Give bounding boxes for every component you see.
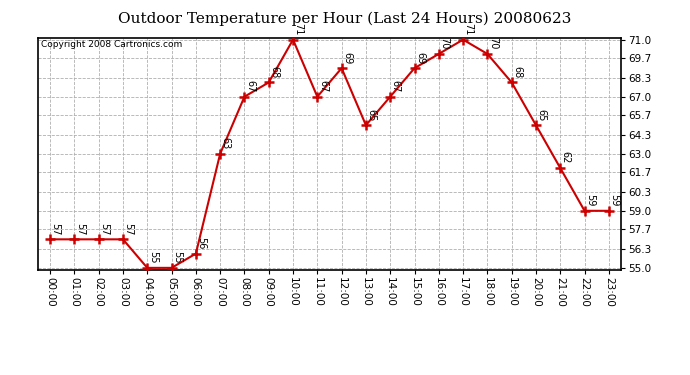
Text: 67: 67 <box>245 80 255 93</box>
Text: 71: 71 <box>464 23 473 36</box>
Text: 62: 62 <box>561 152 571 164</box>
Text: 68: 68 <box>512 66 522 78</box>
Text: 57: 57 <box>75 223 85 235</box>
Text: 57: 57 <box>124 223 134 235</box>
Text: 56: 56 <box>197 237 206 249</box>
Text: 65: 65 <box>366 109 377 121</box>
Text: 69: 69 <box>415 52 425 64</box>
Text: 68: 68 <box>269 66 279 78</box>
Text: 70: 70 <box>488 38 498 50</box>
Text: 71: 71 <box>293 23 304 36</box>
Text: 70: 70 <box>440 38 449 50</box>
Text: Outdoor Temperature per Hour (Last 24 Hours) 20080623: Outdoor Temperature per Hour (Last 24 Ho… <box>118 11 572 26</box>
Text: 59: 59 <box>609 194 620 207</box>
Text: 69: 69 <box>342 52 352 64</box>
Text: Copyright 2008 Cartronics.com: Copyright 2008 Cartronics.com <box>41 40 182 49</box>
Text: 57: 57 <box>50 223 61 235</box>
Text: 55: 55 <box>172 251 182 264</box>
Text: 65: 65 <box>537 109 546 121</box>
Text: 63: 63 <box>221 137 230 150</box>
Text: 59: 59 <box>585 194 595 207</box>
Text: 57: 57 <box>99 223 109 235</box>
Text: 67: 67 <box>318 80 328 93</box>
Text: 55: 55 <box>148 251 158 264</box>
Text: 67: 67 <box>391 80 401 93</box>
